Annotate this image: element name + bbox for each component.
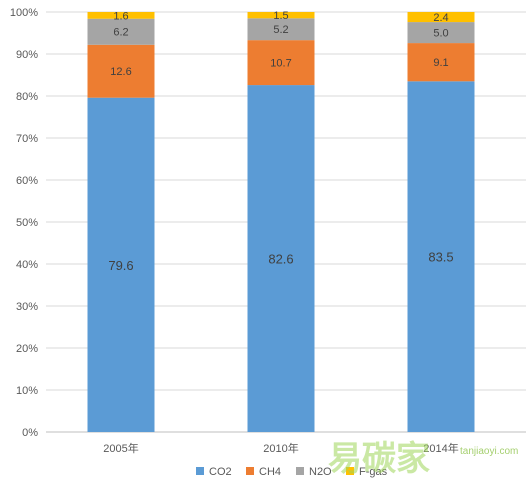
- data-label: 12.6: [110, 66, 131, 78]
- legend-label: CO2: [209, 466, 232, 478]
- x-axis-categories: 2005年 2010年 2014年: [103, 441, 458, 455]
- legend-swatch: [246, 467, 254, 475]
- y-tick-label: 70%: [16, 133, 38, 145]
- y-axis-ticks: 0% 10% 20% 30% 40% 50% 60% 70% 80% 90% 100%: [10, 7, 38, 439]
- legend-label: N2O: [309, 466, 332, 478]
- y-tick-label: 30%: [16, 301, 38, 313]
- bar-segment-n2o: [407, 22, 475, 44]
- legend-label: CH4: [259, 466, 281, 478]
- x-category-label: 2005年: [103, 441, 138, 455]
- bar-segment-n2o: [87, 18, 155, 45]
- data-label: 2.4: [433, 12, 448, 24]
- y-tick-label: 10%: [16, 385, 38, 397]
- watermark: 易碳家 tanjiaoyi.com: [328, 439, 518, 479]
- bar-segment-co2: [87, 97, 155, 433]
- y-tick-label: 90%: [16, 49, 38, 61]
- legend: CO2 CH4 N2O F-gas: [196, 466, 388, 478]
- bar-segment-ch4: [407, 43, 475, 82]
- data-label: 5.0: [433, 28, 448, 40]
- y-tick-label: 50%: [16, 217, 38, 229]
- x-category-label: 2014年: [423, 441, 458, 455]
- bar-segment-f-gas: [247, 12, 315, 19]
- bars: 79.6 12.6 6.2 1.6 82.6 10.7 5.2 1.5 83.5 9.1 5.0 2.…: [87, 10, 475, 433]
- data-label: 79.6: [108, 258, 133, 273]
- data-label: 10.7: [270, 58, 291, 70]
- watermark-text: 易碳家: [328, 439, 430, 479]
- data-label: 5.2: [273, 24, 288, 36]
- legend-swatch: [296, 467, 304, 475]
- y-tick-label: 0%: [22, 427, 38, 439]
- data-label: 6.2: [113, 27, 128, 39]
- y-tick-label: 40%: [16, 259, 38, 271]
- data-label: 1.5: [273, 10, 288, 22]
- y-tick-label: 20%: [16, 343, 38, 355]
- bar-segment-co2: [247, 85, 315, 432]
- x-category-label: 2010年: [263, 441, 298, 455]
- data-label: 9.1: [433, 57, 448, 69]
- bar-segment-ch4: [87, 44, 155, 98]
- bar-segment-f-gas: [87, 12, 155, 19]
- bar-segment-n2o: [247, 18, 315, 41]
- y-tick-label: 80%: [16, 91, 38, 103]
- data-label: 83.5: [428, 250, 453, 265]
- bar-segment-ch4: [247, 40, 315, 86]
- legend-label: F-gas: [359, 466, 388, 478]
- bar-segment-f-gas: [407, 12, 475, 23]
- y-tick-label: 60%: [16, 175, 38, 187]
- legend-swatch: [196, 467, 204, 475]
- data-label: 82.6: [268, 252, 293, 267]
- y-tick-label: 100%: [10, 7, 38, 19]
- data-label: 1.6: [113, 10, 128, 22]
- bar-segment-co2: [407, 81, 475, 433]
- watermark-subtext: tanjiaoyi.com: [460, 446, 518, 457]
- legend-swatch: [346, 467, 354, 475]
